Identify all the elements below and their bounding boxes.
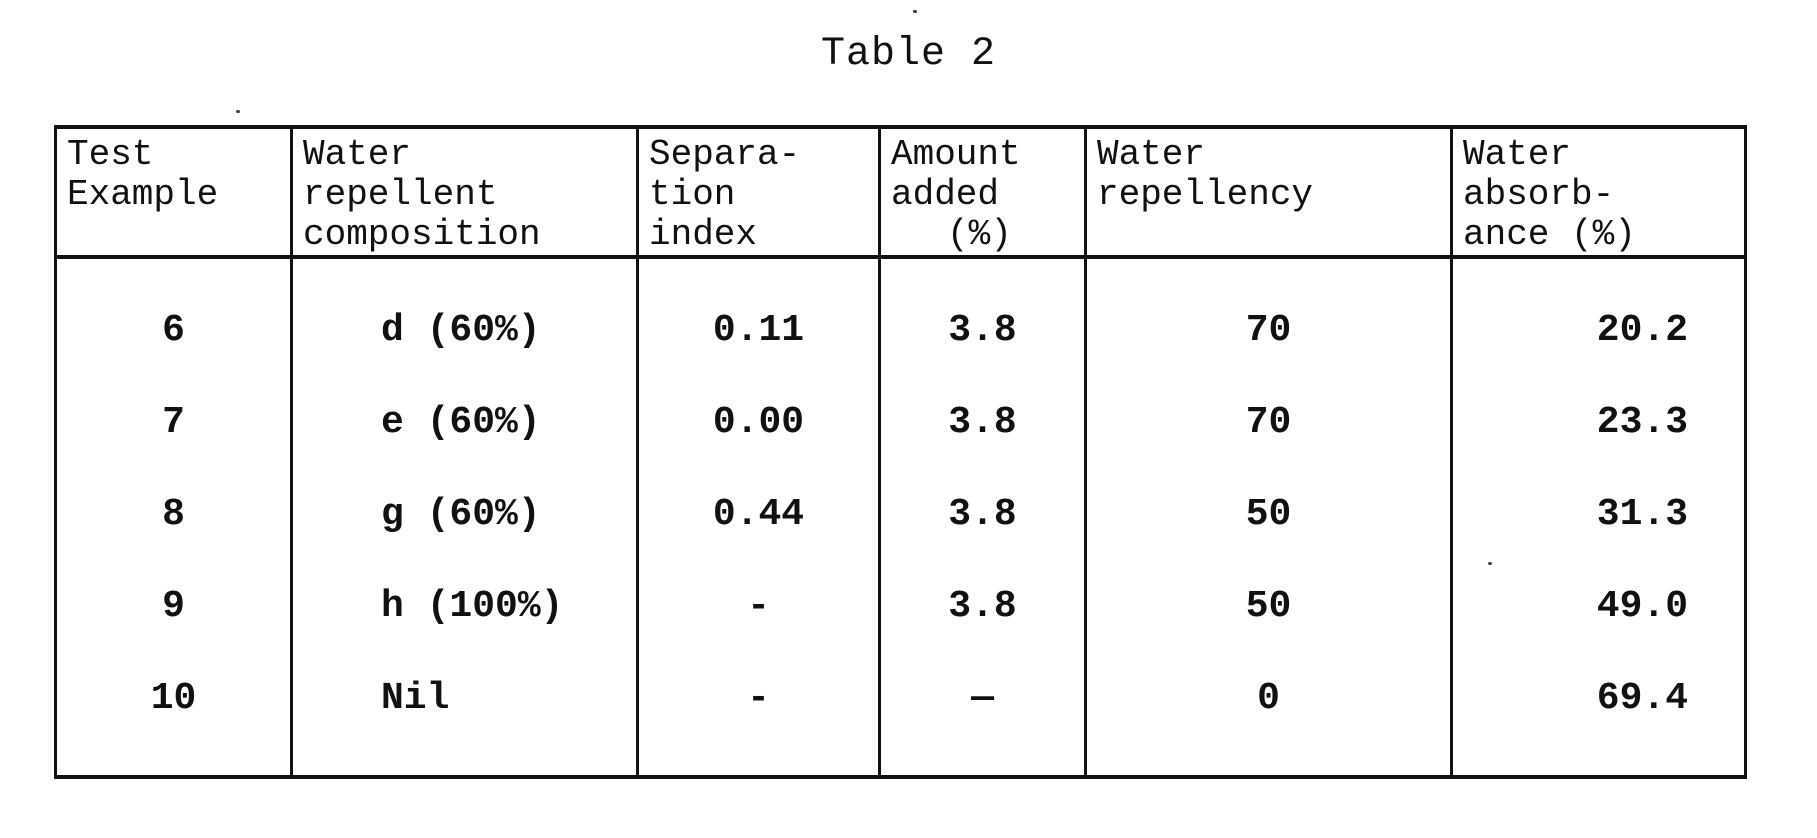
cell-water-absorbance: 23.3 xyxy=(1452,377,1746,469)
header-amount-added: Amount added (%) xyxy=(880,127,1086,257)
cell-water-repellency: 50 xyxy=(1086,469,1452,561)
cell-separation-index: 0.11 xyxy=(638,257,880,377)
cell-test-example: 8 xyxy=(56,469,292,561)
cell-composition: d (60%) xyxy=(292,257,638,377)
cell-water-absorbance: 49.0 xyxy=(1452,561,1746,653)
cell-water-absorbance: 31.3 xyxy=(1452,469,1746,561)
table-row: 9 h (100%) - 3.8 50 49.0 xyxy=(56,561,1746,653)
cell-amount-added: 3.8 xyxy=(880,257,1086,377)
data-table: Test Example Water repellent composition… xyxy=(54,125,1747,779)
cell-composition: h (100%) xyxy=(292,561,638,653)
table-row: 6 d (60%) 0.11 3.8 70 20.2 xyxy=(56,257,1746,377)
cell-separation-index: - xyxy=(638,561,880,653)
cell-water-absorbance: 20.2 xyxy=(1452,257,1746,377)
cell-water-absorbance: 69.4 xyxy=(1452,653,1746,777)
cell-amount-added: 3.8 xyxy=(880,377,1086,469)
cell-water-repellency: 70 xyxy=(1086,377,1452,469)
cell-water-repellency: 50 xyxy=(1086,561,1452,653)
header-separation-index: Separa- tion index xyxy=(638,127,880,257)
cell-amount-added: 3.8 xyxy=(880,561,1086,653)
cell-composition: e (60%) xyxy=(292,377,638,469)
header-composition: Water repellent composition xyxy=(292,127,638,257)
table-row: 7 e (60%) 0.00 3.8 70 23.3 xyxy=(56,377,1746,469)
cell-separation-index: 0.44 xyxy=(638,469,880,561)
scan-speck xyxy=(913,10,917,13)
cell-test-example: 6 xyxy=(56,257,292,377)
cell-amount-added: — xyxy=(880,653,1086,777)
cell-composition: Nil xyxy=(292,653,638,777)
scan-speck xyxy=(236,110,240,113)
cell-test-example: 7 xyxy=(56,377,292,469)
cell-separation-index: - xyxy=(638,653,880,777)
table-row: 10 Nil - — 0 69.4 xyxy=(56,653,1746,777)
header-row: Test Example Water repellent composition… xyxy=(56,127,1746,257)
table-title: Table 2 xyxy=(0,30,1817,80)
cell-separation-index: 0.00 xyxy=(638,377,880,469)
cell-test-example: 10 xyxy=(56,653,292,777)
table-row: 8 g (60%) 0.44 3.8 50 31.3 xyxy=(56,469,1746,561)
header-water-repellency: Water repellency xyxy=(1086,127,1452,257)
cell-water-repellency: 70 xyxy=(1086,257,1452,377)
header-test-example: Test Example xyxy=(56,127,292,257)
cell-test-example: 9 xyxy=(56,561,292,653)
cell-composition: g (60%) xyxy=(292,469,638,561)
cell-amount-added: 3.8 xyxy=(880,469,1086,561)
header-water-absorbance: Water absorb- ance (%) xyxy=(1452,127,1746,257)
cell-water-repellency: 0 xyxy=(1086,653,1452,777)
